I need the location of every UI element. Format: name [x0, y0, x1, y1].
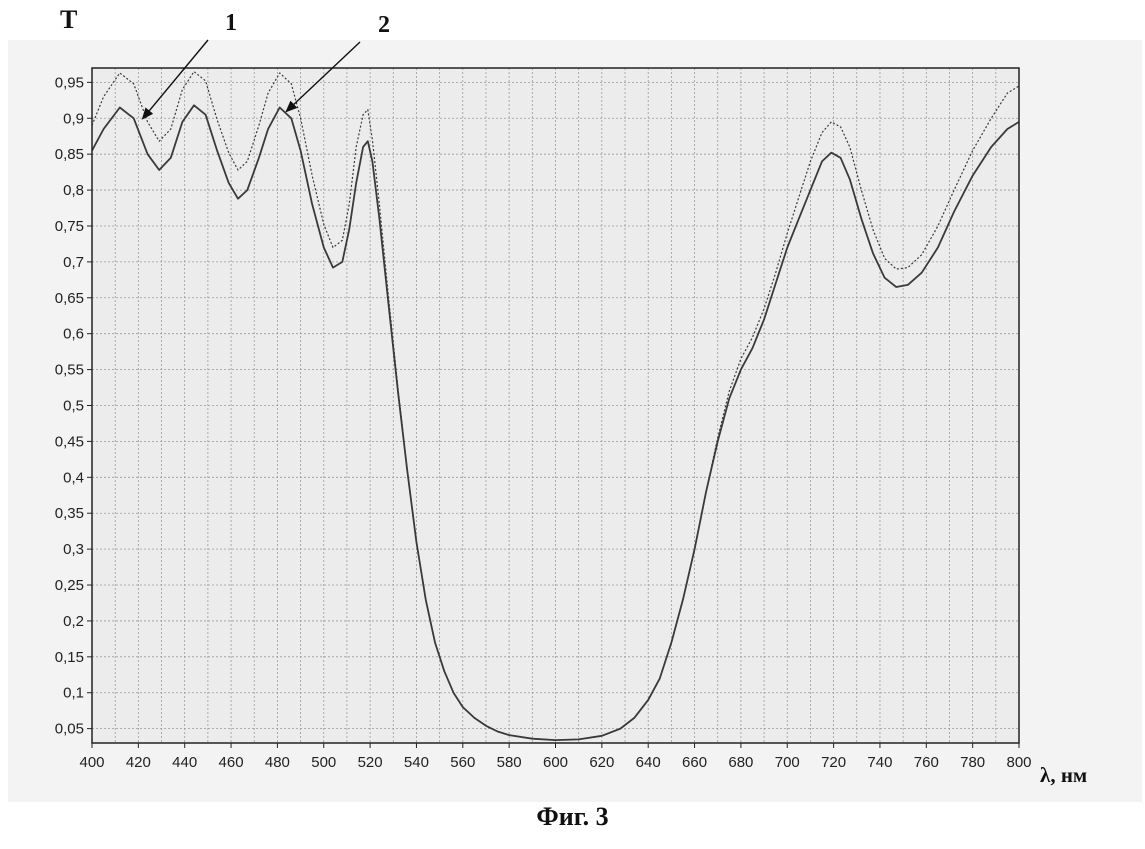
x-tick-label: 540 [404, 754, 429, 771]
x-tick-label: 520 [358, 754, 383, 771]
x-tick-label: 640 [636, 754, 661, 771]
x-tick-label: 440 [172, 754, 197, 771]
y-tick-label: 0,65 [55, 290, 84, 307]
x-tick-label: 720 [821, 754, 846, 771]
x-tick-label: 600 [543, 754, 568, 771]
x-tick-label: 800 [1006, 754, 1031, 771]
x-tick-label: 620 [589, 754, 614, 771]
figure-caption: Фиг. 3 [0, 802, 1145, 832]
y-tick-label: 0,75 [55, 218, 84, 235]
y-tick-label: 0,2 [63, 613, 84, 630]
y-tick-label: 0,45 [55, 433, 84, 450]
x-tick-label: 460 [219, 754, 244, 771]
x-tick-label: 700 [775, 754, 800, 771]
x-tick-label: 480 [265, 754, 290, 771]
y-tick-label: 0,35 [55, 505, 84, 522]
y-tick-label: 0,9 [63, 110, 84, 127]
y-tick-label: 0,3 [63, 541, 84, 558]
x-tick-label: 760 [914, 754, 939, 771]
x-tick-label: 740 [867, 754, 892, 771]
x-tick-label: 580 [497, 754, 522, 771]
y-tick-label: 0,4 [63, 469, 84, 486]
annotation-label: 1 [225, 10, 237, 36]
x-tick-label: 400 [79, 754, 104, 771]
annotation-label: 2 [378, 12, 390, 38]
y-tick-label: 0,6 [63, 326, 84, 343]
y-tick-label: 0,5 [63, 398, 84, 415]
y-tick-label: 0,25 [55, 577, 84, 594]
y-tick-label: 0,7 [63, 254, 84, 271]
x-tick-label: 500 [311, 754, 336, 771]
y-tick-label: 0,1 [63, 685, 84, 702]
y-tick-label: 0,55 [55, 362, 84, 379]
x-tick-label: 660 [682, 754, 707, 771]
y-tick-label: 0,95 [55, 74, 84, 91]
x-tick-label: 560 [450, 754, 475, 771]
x-tick-label: 780 [960, 754, 985, 771]
y-axis-label: T [60, 5, 77, 34]
grid [92, 68, 1019, 743]
x-axis-label: λ, нм [1040, 763, 1087, 787]
y-tick-label: 0,05 [55, 721, 84, 738]
y-tick-label: 0,15 [55, 649, 84, 666]
y-tick-label: 0,8 [63, 182, 84, 199]
x-tick-label: 680 [728, 754, 753, 771]
x-tick-label: 420 [126, 754, 151, 771]
y-tick-label: 0,85 [55, 146, 84, 163]
